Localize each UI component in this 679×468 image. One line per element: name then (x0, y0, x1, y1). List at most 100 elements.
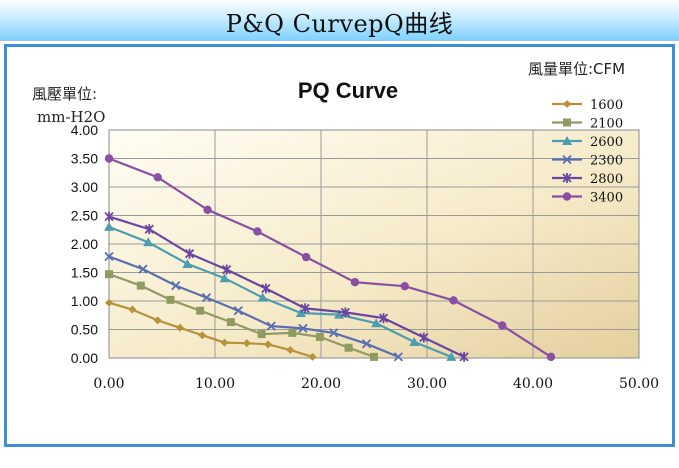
series-line (108, 273, 375, 358)
data-point (419, 332, 429, 343)
data-point (104, 154, 114, 163)
data-point (153, 173, 162, 182)
data-point (266, 321, 276, 331)
legend-label: 2300 (590, 154, 623, 169)
data-point (361, 339, 372, 349)
y-tick-label: 4.00 (71, 122, 98, 138)
x-axis-label: 風量單位:CFM (528, 60, 625, 78)
series-line (108, 225, 452, 358)
data-point (233, 306, 243, 316)
data-point (562, 173, 572, 183)
x-tick-label: 20.00 (301, 376, 341, 392)
data-point (371, 318, 382, 328)
legend-label: 2600 (590, 135, 623, 150)
data-point (222, 264, 232, 275)
y-tick-label: 3.00 (71, 179, 98, 195)
legend-item: 1600 (552, 98, 623, 113)
data-point (295, 307, 306, 317)
data-point (300, 303, 310, 314)
series-3400 (104, 154, 556, 362)
data-point (562, 192, 572, 201)
y-tick-label: 3.50 (71, 151, 98, 167)
data-point (198, 331, 207, 340)
data-point (378, 313, 389, 324)
data-point (182, 258, 193, 268)
data-point (298, 323, 308, 333)
y-tick-label: 0.00 (71, 350, 98, 366)
axis-labels: 0.00 0.50 1.00 1.50 2.00 2.50 3.00 3.50 4.00 0.00… (71, 122, 659, 392)
legend-item: 2100 (552, 117, 623, 132)
data-point (143, 237, 154, 247)
data-point (286, 346, 295, 355)
y-tick-label: 1.00 (71, 293, 98, 309)
data-point (498, 321, 507, 330)
data-point (301, 252, 311, 262)
series-1600 (105, 298, 317, 361)
data-point (226, 318, 235, 327)
data-point (315, 332, 324, 341)
series-line (108, 157, 552, 358)
chart-title: PQ Curve (298, 78, 398, 103)
data-point (105, 270, 113, 279)
data-point (253, 227, 262, 236)
series-2800 (104, 211, 469, 362)
data-point (176, 323, 185, 332)
series-layer (104, 154, 556, 362)
data-point (264, 340, 272, 349)
data-point (350, 277, 360, 287)
series-2100 (105, 270, 378, 361)
legend-label: 3400 (590, 191, 623, 206)
data-point (128, 305, 137, 314)
grid (108, 129, 640, 359)
data-point (166, 295, 175, 304)
data-point (220, 338, 229, 347)
data-point (546, 352, 556, 362)
page-title: P&Q CurvepQ曲线 (225, 10, 454, 38)
data-point (308, 352, 317, 361)
legend-label: 1600 (590, 98, 623, 113)
x-tick-label: 0.00 (93, 376, 124, 392)
data-point (196, 306, 205, 315)
data-point (340, 307, 351, 318)
legend-label: 2800 (590, 172, 623, 187)
data-point (104, 251, 114, 262)
data-point (184, 248, 195, 259)
data-point (261, 283, 271, 294)
data-point (242, 339, 251, 348)
data-point (257, 330, 266, 339)
data-point (138, 264, 148, 274)
legend-item: 2800 (552, 172, 623, 187)
data-point (446, 351, 457, 361)
title-banner: P&Q CurvepQ曲线 (0, 0, 679, 41)
data-point (104, 211, 114, 222)
x-tick-label: 40.00 (513, 376, 553, 392)
data-point (201, 292, 212, 303)
series-2300 (104, 251, 404, 362)
y-axis-label: 風壓單位: (32, 85, 97, 103)
data-point (104, 221, 114, 231)
legend-item: 2600 (552, 135, 623, 150)
data-point (257, 292, 268, 302)
data-point (409, 337, 420, 347)
data-point (400, 281, 409, 291)
data-point (171, 280, 181, 291)
data-point (219, 273, 230, 283)
legend-item: 3400 (552, 191, 623, 206)
data-point (203, 205, 212, 214)
data-point (344, 343, 353, 352)
data-point (393, 352, 404, 362)
y-tick-label: 2.50 (71, 208, 98, 224)
series-line (108, 215, 465, 358)
data-point (459, 351, 469, 362)
data-point (329, 328, 339, 338)
data-point (563, 118, 571, 127)
x-tick-label: 30.00 (407, 376, 447, 392)
y-axis-unit: mm-H2O (37, 108, 105, 126)
x-tick-label: 50.00 (619, 376, 659, 392)
data-point (562, 136, 572, 145)
legend-label: 2100 (590, 117, 623, 132)
data-point (370, 352, 378, 361)
y-tick-label: 1.50 (71, 265, 98, 281)
data-point (136, 281, 145, 290)
